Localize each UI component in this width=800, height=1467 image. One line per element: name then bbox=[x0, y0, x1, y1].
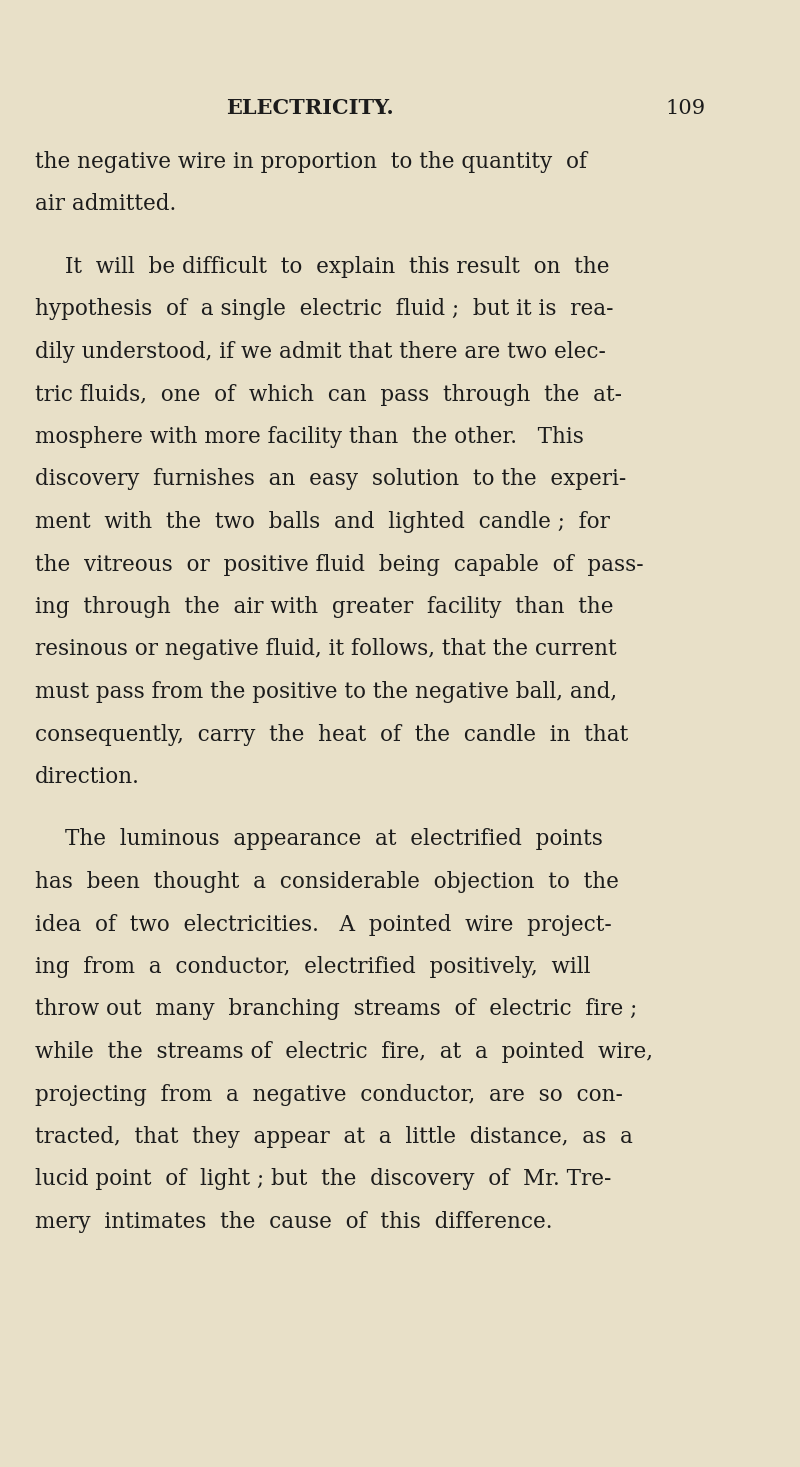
Text: tracted,  that  they  appear  at  a  little  distance,  as  a: tracted, that they appear at a little di… bbox=[35, 1127, 633, 1149]
Text: mosphere with more facility than  the other.   This: mosphere with more facility than the oth… bbox=[35, 425, 584, 447]
Text: ELECTRICITY.: ELECTRICITY. bbox=[226, 98, 394, 117]
Text: air admitted.: air admitted. bbox=[35, 194, 176, 216]
Text: has  been  thought  a  considerable  objection  to  the: has been thought a considerable objectio… bbox=[35, 871, 619, 893]
Text: discovery  furnishes  an  easy  solution  to the  experi-: discovery furnishes an easy solution to … bbox=[35, 468, 626, 490]
Text: the  vitreous  or  positive fluid  being  capable  of  pass-: the vitreous or positive fluid being cap… bbox=[35, 553, 644, 575]
Text: hypothesis  of  a single  electric  fluid ;  but it is  rea-: hypothesis of a single electric fluid ; … bbox=[35, 298, 614, 320]
Text: throw out  many  branching  streams  of  electric  fire ;: throw out many branching streams of elec… bbox=[35, 999, 638, 1021]
Text: The  luminous  appearance  at  electrified  points: The luminous appearance at electrified p… bbox=[65, 829, 603, 851]
Text: dily understood, if we admit that there are two elec-: dily understood, if we admit that there … bbox=[35, 340, 606, 362]
Text: the negative wire in proportion  to the quantity  of: the negative wire in proportion to the q… bbox=[35, 151, 587, 173]
Text: projecting  from  a  negative  conductor,  are  so  con-: projecting from a negative conductor, ar… bbox=[35, 1084, 623, 1106]
Text: resinous or negative fluid, it follows, that the current: resinous or negative fluid, it follows, … bbox=[35, 638, 617, 660]
Text: must pass from the positive to the negative ball, and,: must pass from the positive to the negat… bbox=[35, 681, 617, 703]
Text: ment  with  the  two  balls  and  lighted  candle ;  for: ment with the two balls and lighted cand… bbox=[35, 511, 610, 533]
Text: lucid point  of  light ; but  the  discovery  of  Mr. Tre-: lucid point of light ; but the discovery… bbox=[35, 1169, 611, 1191]
Text: while  the  streams of  electric  fire,  at  a  pointed  wire,: while the streams of electric fire, at a… bbox=[35, 1042, 653, 1064]
Text: consequently,  carry  the  heat  of  the  candle  in  that: consequently, carry the heat of the cand… bbox=[35, 723, 628, 745]
Text: It  will  be difficult  to  explain  this result  on  the: It will be difficult to explain this res… bbox=[65, 257, 610, 279]
Text: 109: 109 bbox=[665, 98, 705, 117]
Text: idea  of  two  electricities.   A  pointed  wire  project-: idea of two electricities. A pointed wir… bbox=[35, 914, 612, 936]
Text: ing  through  the  air with  greater  facility  than  the: ing through the air with greater facilit… bbox=[35, 596, 614, 618]
Text: direction.: direction. bbox=[35, 766, 140, 788]
Text: mery  intimates  the  cause  of  this  difference.: mery intimates the cause of this differe… bbox=[35, 1210, 553, 1232]
Text: tric fluids,  one  of  which  can  pass  through  the  at-: tric fluids, one of which can pass throu… bbox=[35, 383, 622, 405]
Text: ing  from  a  conductor,  electrified  positively,  will: ing from a conductor, electrified positi… bbox=[35, 956, 590, 978]
